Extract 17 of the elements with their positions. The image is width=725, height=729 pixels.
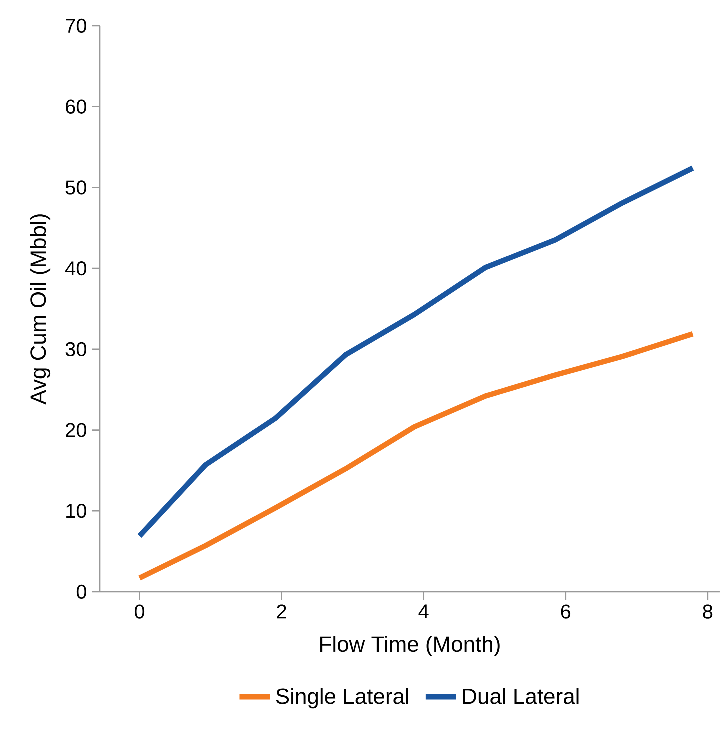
y-tick-label: 30	[66, 342, 86, 357]
legend-label: Single Lateral	[276, 688, 408, 709]
x-tick-label: 0	[134, 604, 145, 619]
x-tick-label: 8	[703, 604, 713, 619]
y-tick-label: 40	[66, 261, 86, 276]
legend-label: Dual Lateral	[463, 688, 579, 704]
y-tick-label: 0	[76, 584, 86, 600]
y-tick-label: 60	[66, 100, 86, 114]
x-tick-label: 4	[418, 604, 429, 618]
y-tick-label: 20	[66, 423, 86, 438]
x-tick-label: 2	[277, 604, 286, 619]
x-tick-label: 6	[561, 604, 571, 619]
y-tick-label: 70	[66, 18, 86, 34]
y-tick-label: 10	[66, 504, 86, 518]
x-axis-title: Flow Time (Month)	[320, 636, 500, 657]
y-tick-label: 50	[66, 180, 86, 195]
y-axis-title: Avg Cum Oil (Mbbl)	[30, 214, 51, 405]
